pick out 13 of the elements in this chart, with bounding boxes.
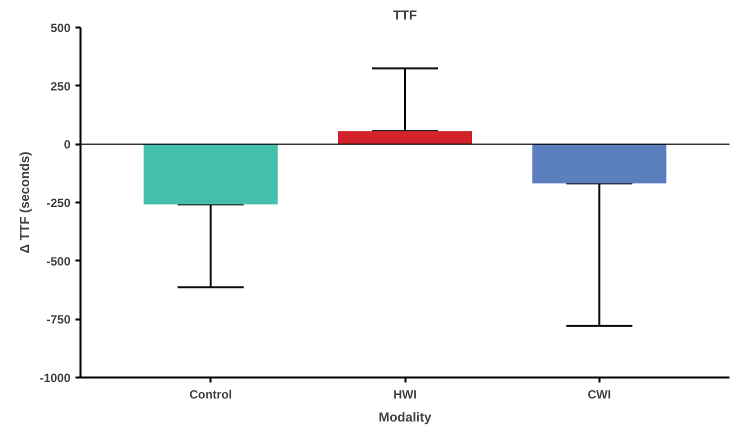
y-tick-label: -1000 [40,371,71,385]
x-axis-title: Modality [378,410,432,424]
x-tick-label: CWI [588,388,611,402]
y-tick-label: -500 [46,254,71,268]
chart-title: TTF [393,8,417,22]
x-tick-label: HWI [393,388,417,402]
y-tick-label: 500 [50,21,71,35]
y-tick-label: 0 [64,138,71,152]
x-tick-label: Control [189,388,232,402]
y-axis-title: Δ TTF (seconds) [16,152,32,254]
y-tick-label: -250 [46,196,71,210]
y-tick-label: 250 [50,79,71,94]
y-tick-label: -750 [46,312,71,327]
